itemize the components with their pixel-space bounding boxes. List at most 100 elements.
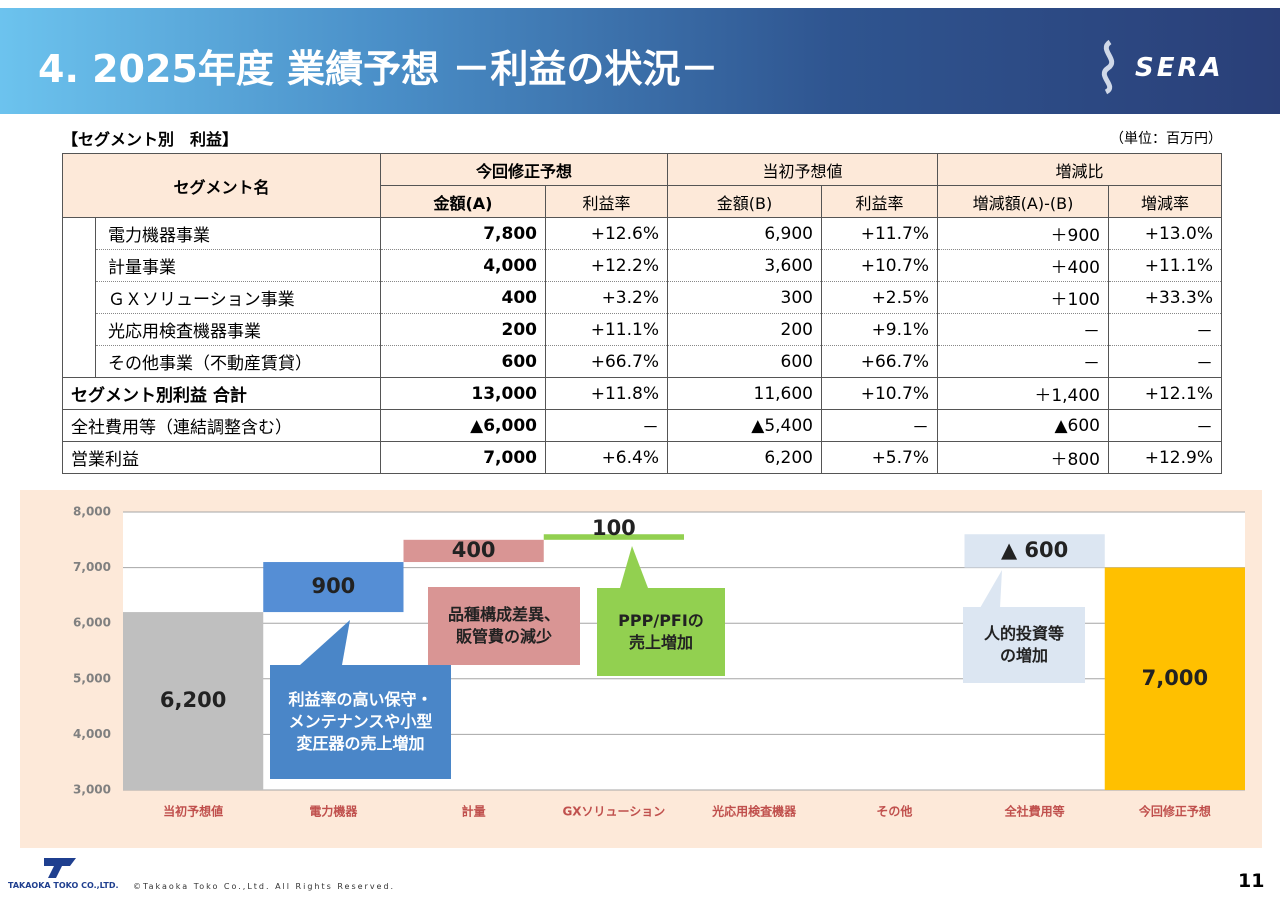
cell: 300 bbox=[667, 281, 822, 314]
cell: 7,800 bbox=[380, 217, 546, 250]
cell: ▲600 bbox=[937, 409, 1109, 442]
cell: 6,900 bbox=[667, 217, 822, 250]
cell: － bbox=[1108, 345, 1222, 378]
cell: － bbox=[937, 313, 1109, 346]
callout-tail bbox=[620, 546, 648, 588]
callout: 人的投資等 の増加 bbox=[963, 607, 1085, 683]
cell: 計量事業 bbox=[95, 249, 381, 282]
bar bbox=[123, 612, 264, 790]
header-band: 4. 2025年度 業績予想 －利益の状況－ SERA bbox=[0, 8, 1280, 114]
cell: +11.8% bbox=[545, 377, 668, 410]
total-row: 全社費用等（連結調整含む） ▲6,000 － ▲5,400 － ▲600 － bbox=[62, 409, 1222, 442]
cell: 11,600 bbox=[667, 377, 822, 410]
data-label: 900 bbox=[311, 574, 355, 598]
cell: +11.7% bbox=[821, 217, 938, 250]
callout-tail bbox=[300, 620, 350, 665]
y-tick-label: 4,000 bbox=[73, 727, 111, 741]
y-tick-label: 7,000 bbox=[73, 560, 111, 574]
cell: 200 bbox=[667, 313, 822, 346]
company-name: TAKAOKA TOKO CO.,LTD. bbox=[8, 881, 119, 890]
cell: 7,000 bbox=[380, 441, 546, 474]
cell: +11.1% bbox=[1108, 249, 1222, 282]
cell: +9.1% bbox=[821, 313, 938, 346]
corner-header: セグメント名 bbox=[62, 153, 381, 218]
cell: +12.6% bbox=[545, 217, 668, 250]
data-label: 400 bbox=[452, 538, 496, 562]
copyright: ©Takaoka Toko Co.,Ltd. All Rights Reserv… bbox=[133, 882, 396, 891]
total-row: 営業利益 7,000 +6.4% 6,200 +5.7% ＋800 +12.9% bbox=[62, 441, 1222, 474]
cell: － bbox=[821, 409, 938, 442]
data-label: 100 bbox=[592, 516, 636, 540]
slide-title: 4. 2025年度 業績予想 －利益の状況－ bbox=[38, 47, 719, 91]
y-tick-label: 3,000 bbox=[73, 783, 111, 797]
cell: ▲5,400 bbox=[667, 409, 822, 442]
data-label: ▲ 600 bbox=[1001, 538, 1068, 562]
bar bbox=[263, 562, 404, 613]
cell: 営業利益 bbox=[62, 441, 381, 474]
cell: 6,200 bbox=[667, 441, 822, 474]
callout-tail bbox=[980, 570, 1002, 608]
y-tick-label: 8,000 bbox=[73, 505, 111, 519]
cell: 200 bbox=[380, 313, 546, 346]
cell: +33.3% bbox=[1108, 281, 1222, 314]
chart-panel: 3,000 4,000 5,000 6,000 7,000 8,000 当初予想値 6,200… bbox=[20, 490, 1262, 848]
cell: － bbox=[937, 345, 1109, 378]
cell: その他事業（不動産賃貸） bbox=[95, 345, 381, 378]
cell: +12.9% bbox=[1108, 441, 1222, 474]
segment-row: 計量事業 4,000 +12.2% 3,600 +10.7% ＋400 +11.1% bbox=[63, 249, 1222, 282]
cell: +6.4% bbox=[545, 441, 668, 474]
cell: ＧＸソリューション事業 bbox=[95, 281, 381, 314]
logo-mark bbox=[1101, 39, 1115, 95]
cell: － bbox=[1108, 313, 1222, 346]
indent bbox=[62, 217, 96, 378]
data-label: 7,000 bbox=[1142, 666, 1208, 690]
cell: +10.7% bbox=[821, 377, 938, 410]
cell: +12.1% bbox=[1108, 377, 1222, 410]
x-tick-label: 計量 bbox=[462, 804, 486, 819]
profit-table: セグメント名 今回修正予想 当初予想値 増減比 金額(A) 利益率 金額(B) 利益率 増減額(… bbox=[62, 153, 1222, 474]
cell: 4,000 bbox=[380, 249, 546, 282]
callout: 品種構成差異、 販管費の減少 bbox=[428, 587, 580, 665]
cell: +5.7% bbox=[821, 441, 938, 474]
group-header: 当初予想値 bbox=[667, 153, 938, 186]
cell: 全社費用等（連結調整含む） bbox=[62, 409, 381, 442]
cell: +2.5% bbox=[821, 281, 938, 314]
total-row: セグメント別利益 合計 13,000 +11.8% 11,600 +10.7% ＋1,40… bbox=[62, 377, 1222, 410]
bar bbox=[964, 534, 1105, 568]
header-row: セグメント名 今回修正予想 当初予想値 増減比 bbox=[62, 153, 1222, 218]
cell: 電力機器事業 bbox=[95, 217, 381, 250]
cell: 400 bbox=[380, 281, 546, 314]
callout: 利益率の高い保守・ メンテナンスや小型 変圧器の売上増加 bbox=[270, 665, 451, 779]
x-tick-label: 当初予想値 bbox=[163, 804, 223, 819]
callout: PPP/PFIの 売上増加 bbox=[597, 588, 725, 676]
y-tick-label: 6,000 bbox=[73, 616, 111, 630]
y-tick-label: 5,000 bbox=[73, 671, 111, 685]
cell: 600 bbox=[667, 345, 822, 378]
column-header: 利益率 bbox=[545, 185, 668, 218]
cell: ＋1,400 bbox=[937, 377, 1109, 410]
column-header: 金額(B) bbox=[667, 185, 822, 218]
cell: +13.0% bbox=[1108, 217, 1222, 250]
cell: － bbox=[545, 409, 668, 442]
cell: ▲6,000 bbox=[380, 409, 546, 442]
bar bbox=[403, 539, 544, 563]
group-header: 増減比 bbox=[937, 153, 1222, 186]
cell: 光応用検査機器事業 bbox=[95, 313, 381, 346]
cell: セグメント別利益 合計 bbox=[62, 377, 381, 410]
segment-row: 光応用検査機器事業 200 +11.1% 200 +9.1% －－ bbox=[63, 313, 1222, 346]
cell: ＋800 bbox=[937, 441, 1109, 474]
company-logo bbox=[44, 858, 76, 878]
column-header: 増減率 bbox=[1108, 185, 1222, 218]
x-tick-label: その他 bbox=[876, 804, 912, 819]
cell: － bbox=[1108, 409, 1222, 442]
column-header: 利益率 bbox=[821, 185, 938, 218]
unit-note: （単位：百万円） bbox=[1110, 131, 1222, 147]
header-row: 金額(A) 利益率 金額(B) 利益率 増減額(A)-(B) 増減率 bbox=[63, 185, 1222, 218]
cell: 600 bbox=[380, 345, 546, 378]
cell: +10.7% bbox=[821, 249, 938, 282]
cell: 13,000 bbox=[380, 377, 546, 410]
bar bbox=[543, 534, 684, 540]
data-label: 6,200 bbox=[160, 688, 226, 712]
column-header: 増減額(A)-(B) bbox=[937, 185, 1109, 218]
